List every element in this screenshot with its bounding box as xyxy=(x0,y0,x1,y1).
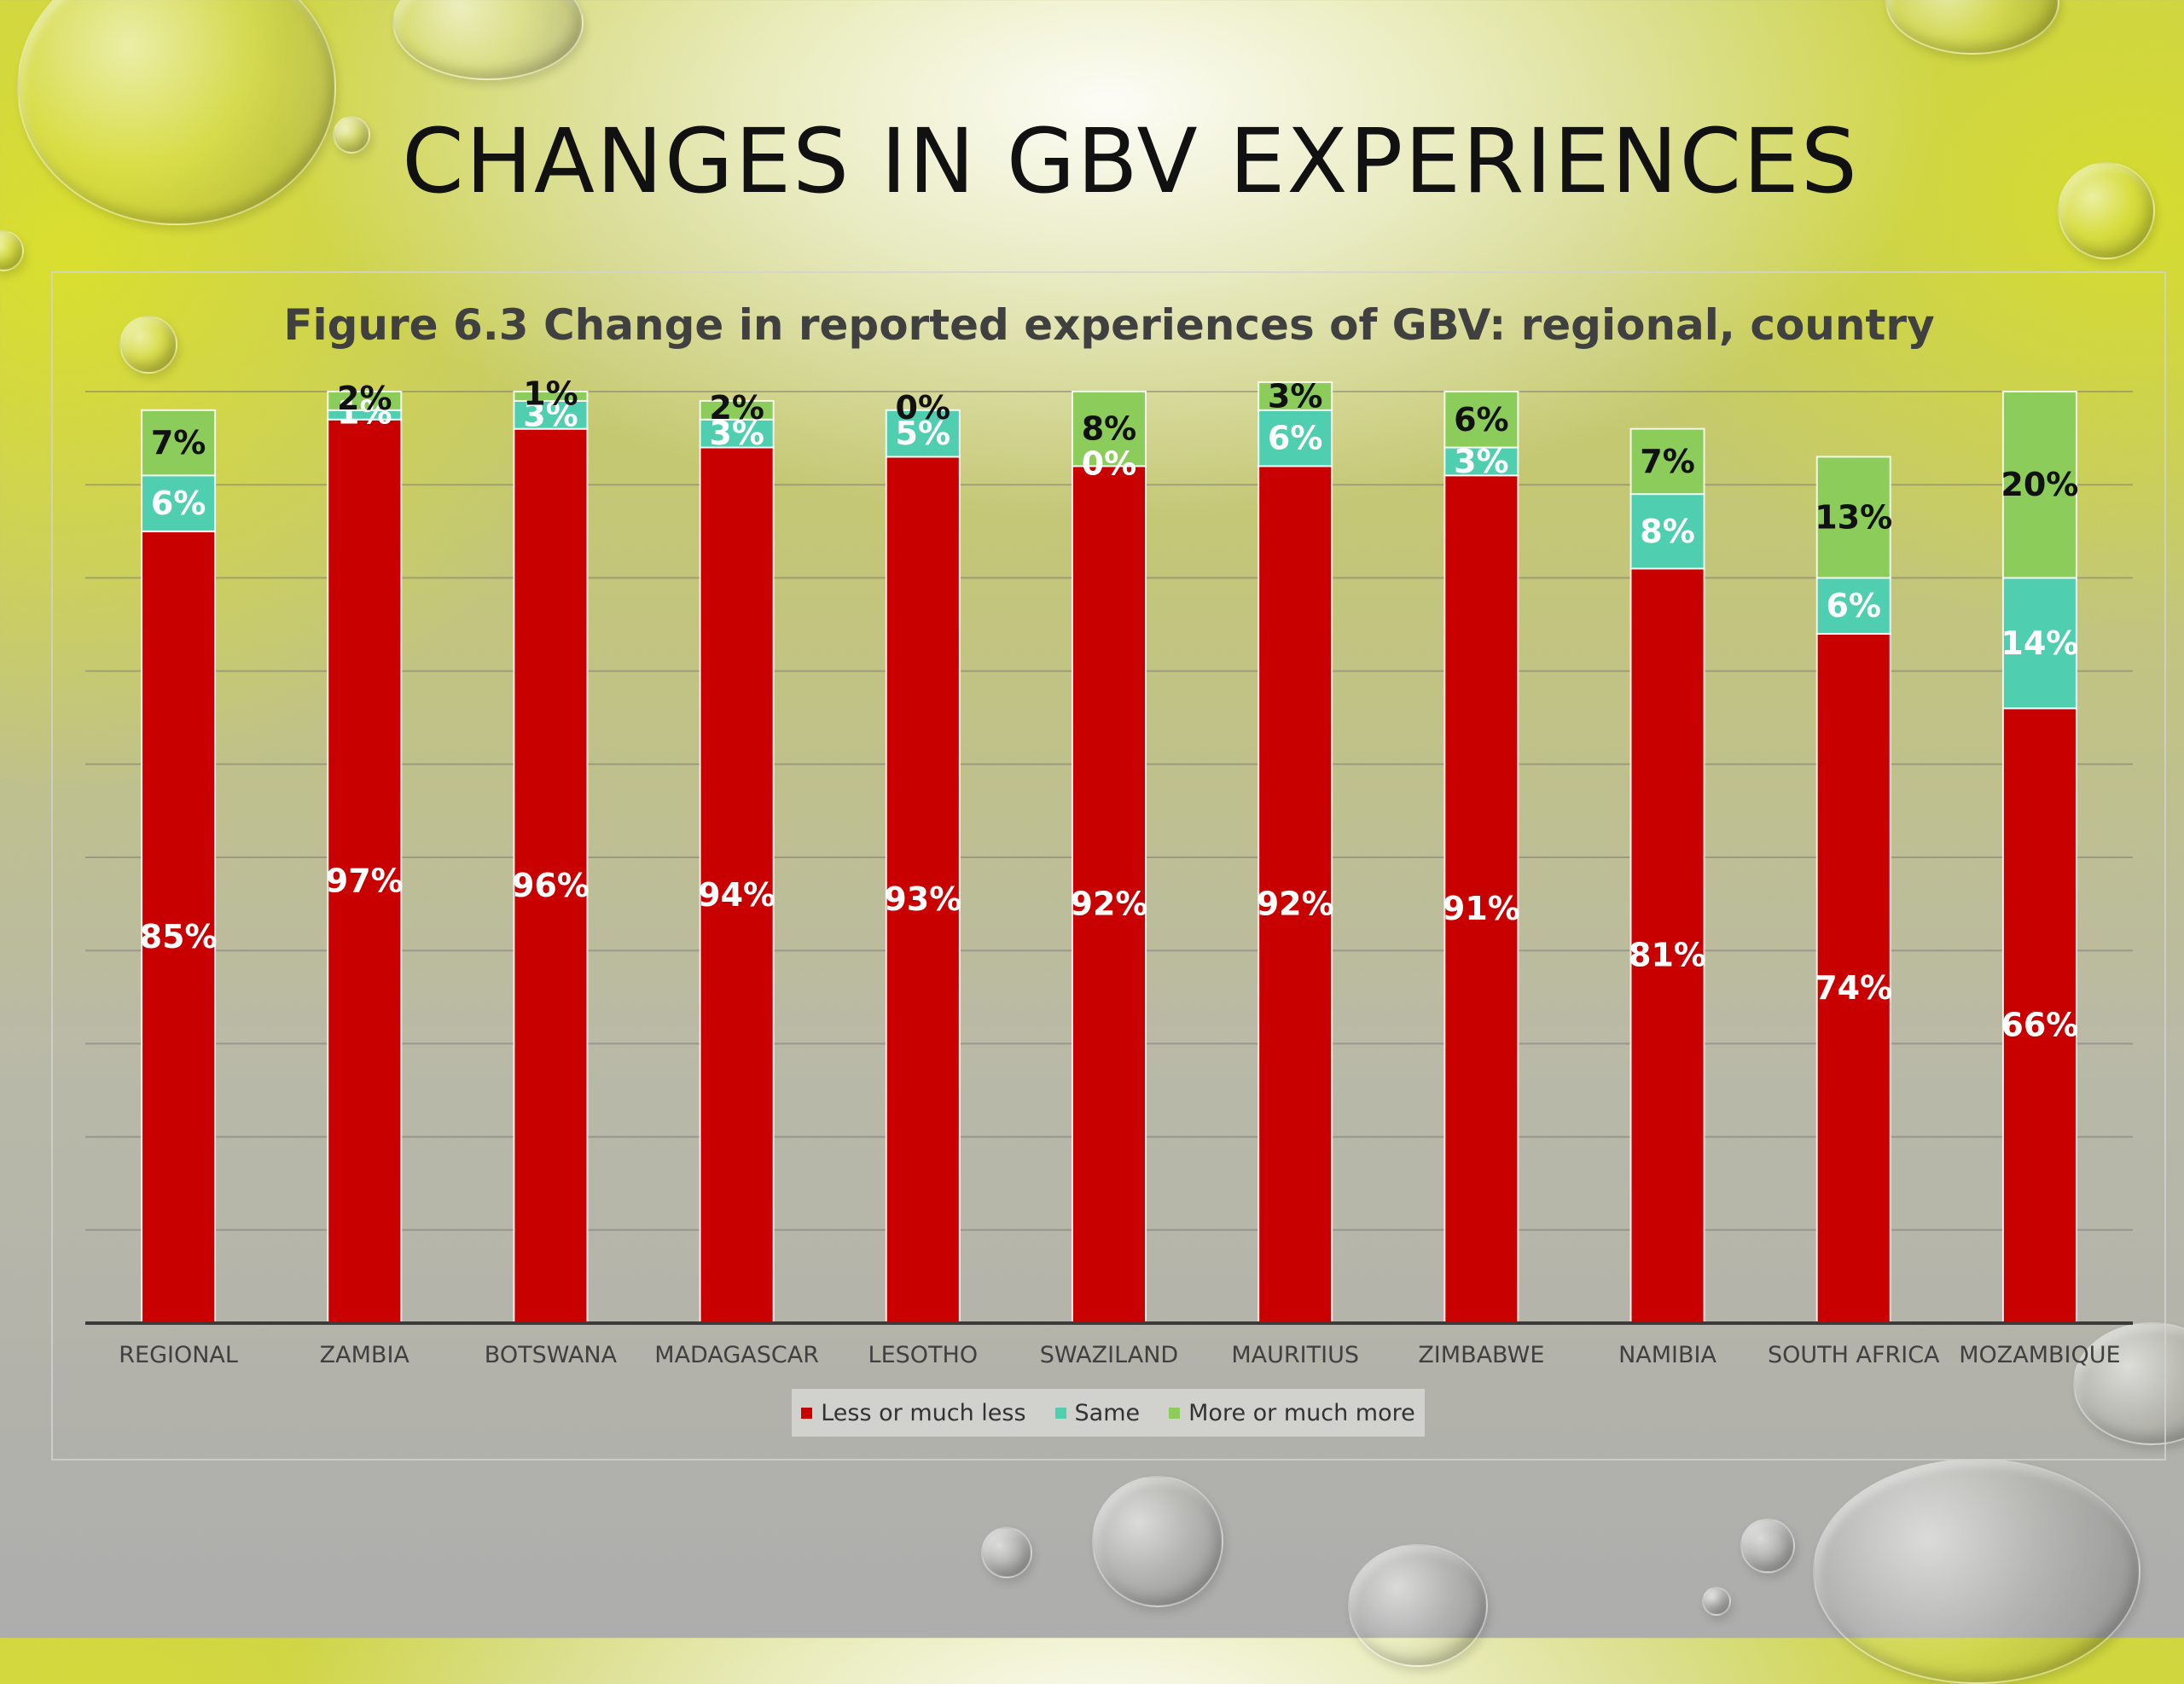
bubble-decoration xyxy=(2058,162,2155,259)
data-label: 96% xyxy=(512,867,590,904)
bar-segment-more xyxy=(1443,391,1519,449)
legend-swatch xyxy=(801,1407,813,1419)
x-tick-label: BOTSWANA xyxy=(485,1342,618,1368)
data-label: 81% xyxy=(1629,937,1706,974)
x-tick-label: MAURITIUS xyxy=(1231,1342,1359,1368)
x-axis-tick-labels: REGIONAL ZAMBIA BOTSWANA MADAGASCAR LESOTHO S… xyxy=(119,1342,2120,1368)
bar-segment-more xyxy=(141,409,217,477)
x-tick-label: SWAZILAND xyxy=(1040,1342,1178,1368)
x-tick-label: MADAGASCAR xyxy=(654,1342,819,1368)
data-label: 1% xyxy=(337,393,392,431)
data-label: 3% xyxy=(1454,443,1509,480)
chart-frame xyxy=(51,271,2166,1460)
chart-title: Figure 6.3 Change in reported experience… xyxy=(283,300,1934,350)
data-label: 6% xyxy=(1826,587,1881,624)
data-label: 74% xyxy=(1815,969,1892,1007)
legend-swatch xyxy=(1054,1407,1066,1419)
data-label: 0% xyxy=(1082,444,1137,482)
bar-segment-more xyxy=(1072,391,1147,467)
bubble-decoration xyxy=(1702,1587,1731,1616)
legend-label: Less or much less xyxy=(821,1399,1026,1426)
data-label: 3% xyxy=(709,415,764,452)
bar-segment-same xyxy=(699,418,775,449)
bubble-decoration xyxy=(119,316,177,374)
bar-segment-more xyxy=(327,391,403,411)
bar-segment-less xyxy=(1258,465,1333,1324)
data-label: 8% xyxy=(1082,410,1137,448)
data-label: 14% xyxy=(2001,624,2078,662)
data-label: 8% xyxy=(1640,513,1695,550)
bar-segment-less xyxy=(1072,465,1147,1324)
bar-segment-less xyxy=(885,456,961,1324)
bar-segment-same xyxy=(885,409,961,458)
x-tick-label: REGIONAL xyxy=(119,1342,238,1368)
bar-segment-less xyxy=(2001,707,2077,1324)
bar-segment-less xyxy=(327,418,403,1324)
data-labels: 85%6%7%97%1%2%96%3%1%94%3%2%93%5%0%92%0%… xyxy=(140,375,2079,1043)
data-label: 6% xyxy=(1454,401,1509,438)
x-tick-label: ZAMBIA xyxy=(320,1342,410,1368)
stacked-bar-chart: Figure 6.3 Change in reported experience… xyxy=(85,300,2133,1368)
bar-segment-same xyxy=(2001,577,2077,710)
bubble-decoration xyxy=(981,1527,1032,1578)
bar-segment-more xyxy=(1815,456,1891,579)
bar-segment-less xyxy=(141,530,217,1324)
bar-segment-less xyxy=(1443,474,1519,1324)
legend-item-same: Same xyxy=(1054,1399,1141,1426)
chart-legend: Less or much less Same More or much more xyxy=(792,1389,1425,1437)
x-tick-label: NAMIBIA xyxy=(1618,1342,1716,1368)
data-label: 13% xyxy=(1815,498,1892,536)
bars xyxy=(141,381,2077,1324)
bar-segment-same xyxy=(1815,577,1891,635)
x-tick-label: MOZAMBIQUE xyxy=(1959,1342,2120,1368)
bubble-decoration xyxy=(1740,1519,1795,1573)
bar-segment-same xyxy=(141,474,217,532)
data-label: 3% xyxy=(1268,377,1323,415)
data-label: 91% xyxy=(1443,890,1520,927)
bubble-decoration xyxy=(17,0,336,225)
x-tick-label: LESOTHO xyxy=(868,1342,979,1368)
data-label: 93% xyxy=(884,880,961,918)
data-label: 2% xyxy=(337,380,392,417)
legend-label: Same xyxy=(1074,1399,1141,1426)
data-label: 20% xyxy=(2001,466,2078,503)
bar-segment-less xyxy=(1629,567,1705,1324)
legend-item-more: More or much more xyxy=(1169,1400,1415,1426)
data-label: 66% xyxy=(2001,1007,2078,1044)
data-label: 92% xyxy=(1257,886,1334,923)
data-label: 6% xyxy=(151,485,206,522)
bar-segment-same xyxy=(1443,446,1519,477)
bar-segment-same xyxy=(1629,493,1705,570)
data-label: 0% xyxy=(896,389,951,427)
bar-segment-more xyxy=(1629,427,1705,496)
data-label: 7% xyxy=(151,424,206,462)
bar-segment-more xyxy=(699,399,775,421)
data-label: 94% xyxy=(698,876,775,914)
data-label: 1% xyxy=(523,375,578,412)
data-label: 3% xyxy=(523,396,578,433)
data-label: 92% xyxy=(1071,886,1148,923)
bar-segment-more xyxy=(513,391,589,402)
slide-title: CHANGES IN GBV EXPERIENCES xyxy=(402,109,1859,213)
data-label: 97% xyxy=(326,862,404,899)
bar-segment-less xyxy=(513,427,589,1324)
legend-swatch xyxy=(1169,1407,1181,1419)
legend-item-less: Less or much less xyxy=(801,1399,1026,1426)
bar-segment-same xyxy=(1258,409,1333,467)
data-label: 6% xyxy=(1268,420,1323,457)
data-label: 7% xyxy=(1640,443,1695,480)
bubble-decoration xyxy=(333,116,370,154)
bubble-decoration xyxy=(1092,1476,1223,1607)
x-tick-label: SOUTH AFRICA xyxy=(1768,1342,1940,1368)
bar-segment-more xyxy=(1258,381,1333,411)
bar-segment-more xyxy=(2001,391,2077,579)
data-label: 2% xyxy=(709,389,764,427)
data-label: 5% xyxy=(896,415,951,452)
bar-segment-less xyxy=(699,446,775,1324)
bar-segment-less xyxy=(1815,632,1891,1324)
x-tick-label: ZIMBABWE xyxy=(1418,1342,1544,1368)
data-label: 85% xyxy=(140,918,218,955)
legend-label: More or much more xyxy=(1188,1399,1415,1426)
